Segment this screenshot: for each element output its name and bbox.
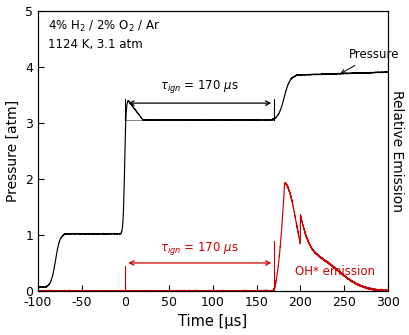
Text: OH* emission: OH* emission bbox=[294, 265, 374, 278]
Text: $\tau_{ign}$ = 170 $\mu$s: $\tau_{ign}$ = 170 $\mu$s bbox=[160, 78, 238, 95]
Text: Pressure: Pressure bbox=[340, 48, 398, 73]
X-axis label: Time [μs]: Time [μs] bbox=[178, 315, 247, 329]
Y-axis label: Relative Emission: Relative Emission bbox=[389, 90, 403, 212]
Y-axis label: Pressure [atm]: Pressure [atm] bbox=[6, 100, 20, 202]
Text: $\tau_{ign}$ = 170 $\mu$s: $\tau_{ign}$ = 170 $\mu$s bbox=[160, 241, 238, 257]
Text: 4% H$_2$ / 2% O$_2$ / Ar
1124 K, 3.1 atm: 4% H$_2$ / 2% O$_2$ / Ar 1124 K, 3.1 atm bbox=[48, 19, 160, 51]
